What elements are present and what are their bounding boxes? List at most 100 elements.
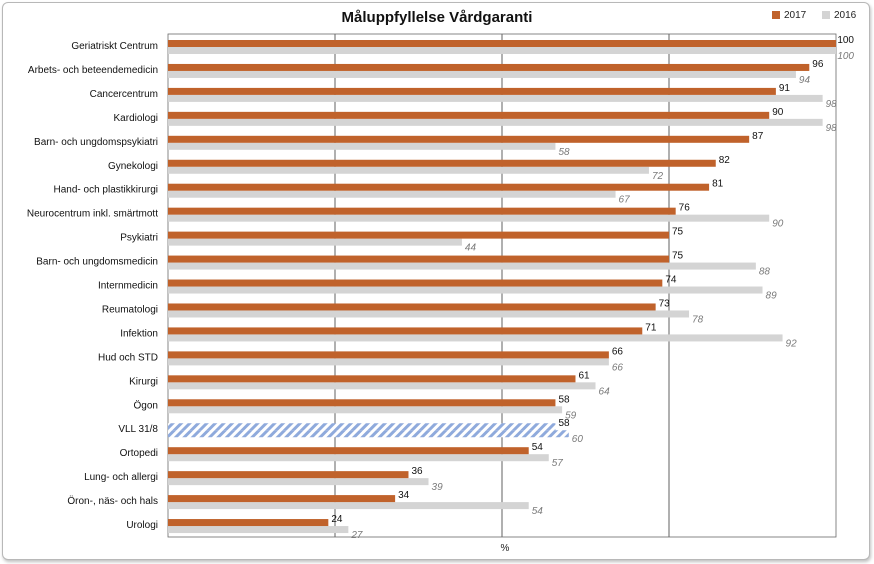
bar-2017-neurocentrum-inkl-smärtmott: [168, 207, 676, 215]
value-2017-urologi: 24: [331, 514, 343, 525]
value-2016-psykiatri: 44: [465, 243, 477, 254]
value-2016-cancercentrum: 98: [826, 99, 838, 110]
category-label-ortopedi: Ortopedi: [120, 448, 158, 459]
category-label-vll-31-8: VLL 31/8: [118, 424, 158, 435]
bar-2016-hud-och-std: [168, 358, 609, 366]
value-2016-lung-och-allergi: 39: [432, 482, 444, 493]
category-label-urologi: Urologi: [126, 520, 158, 531]
bar-2016-arbets-och-beteendemedicin: [168, 70, 796, 78]
bar-2016-geriatriskt-centrum: [168, 47, 836, 54]
bar-2017-lung-och-allergi: [168, 471, 409, 479]
bar-2016-öron-näs-och-hals: [168, 502, 529, 510]
legend-swatch-2016: [822, 11, 830, 19]
bar-2016-urologi: [168, 526, 349, 534]
bar-2017-ögon: [168, 399, 556, 407]
value-2016-neurocentrum-inkl-smärtmott: 90: [772, 219, 784, 230]
value-2017-psykiatri: 75: [672, 227, 684, 238]
value-2017-reumatologi: 73: [659, 298, 671, 309]
category-label-gynekologi: Gynekologi: [108, 161, 158, 172]
value-2016-barn-och-ungdomspsykiatri: 58: [558, 147, 570, 158]
value-2017-ortopedi: 54: [532, 442, 544, 453]
category-label-barn-och-ungdomsmedicin: Barn- och ungdomsmedicin: [36, 257, 158, 268]
bar-2017-barn-och-ungdomsmedicin: [168, 255, 669, 263]
value-2016-internmedicin: 89: [766, 291, 778, 302]
value-2017-öron-näs-och-hals: 34: [398, 490, 410, 501]
bar-2017-barn-och-ungdomspsykiatri: [168, 135, 750, 143]
bar-2016-psykiatri: [168, 238, 462, 246]
labels: Geriatriskt Centrum 100 100 Arbets- och bet…: [27, 35, 855, 541]
category-label-ögon: Ögon: [134, 399, 158, 411]
value-2017-gynekologi: 82: [719, 155, 731, 166]
bar-2016-neurocentrum-inkl-smärtmott: [168, 214, 770, 222]
category-label-kardiologi: Kardiologi: [114, 113, 158, 124]
legend-label-2017: 2017: [784, 10, 807, 21]
value-2016-ortopedi: 57: [552, 458, 564, 469]
bar-2017-ortopedi: [168, 447, 529, 455]
bar-2016-infektion: [168, 334, 783, 342]
legend-swatch-2017: [772, 11, 780, 19]
bar-2016-gynekologi: [168, 166, 649, 174]
chart-title: Måluppfyllelse Vårdgaranti: [341, 9, 533, 26]
value-2016-geriatriskt-centrum: 100: [837, 51, 854, 62]
value-2017-hand-och-plastikkirurgi: 81: [712, 179, 724, 190]
legend-label-2016: 2016: [834, 10, 857, 21]
bar-2017-urologi: [168, 519, 329, 527]
value-2016-ögon: 59: [565, 410, 577, 421]
bar-2017-infektion: [168, 327, 643, 335]
bars: [168, 40, 836, 534]
category-label-reumatologi: Reumatologi: [102, 304, 158, 315]
bar-2017-hud-och-std: [168, 351, 609, 359]
value-2017-kirurgi: 61: [578, 370, 590, 381]
legend-entry-2017: 2017: [772, 10, 806, 21]
bar-2016-ortopedi: [168, 454, 549, 462]
value-2017-geriatriskt-centrum: 100: [837, 35, 854, 46]
value-2016-hud-och-std: 66: [612, 362, 624, 373]
bar-2017-psykiatri: [168, 231, 669, 239]
category-label-lung-och-allergi: Lung- och allergi: [84, 472, 158, 483]
value-2017-barn-och-ungdomsmedicin: 75: [672, 251, 684, 262]
bar-2017-öron-näs-och-hals: [168, 495, 396, 503]
bar-2017-gynekologi: [168, 159, 716, 167]
value-2017-arbets-och-beteendemedicin: 96: [812, 59, 824, 70]
category-label-arbets-och-beteendemedicin: Arbets- och beteendemedicin: [28, 65, 158, 76]
value-2016-öron-näs-och-hals: 54: [532, 506, 544, 517]
value-2016-hand-och-plastikkirurgi: 67: [619, 195, 631, 206]
bar-2017-internmedicin: [168, 279, 663, 287]
category-label-hand-och-plastikkirurgi: Hand- och plastikkirurgi: [54, 185, 159, 196]
value-2016-barn-och-ungdomsmedicin: 88: [759, 267, 771, 278]
value-2017-infektion: 71: [645, 322, 657, 333]
bar-2016-internmedicin: [168, 286, 763, 294]
bar-2017-hand-och-plastikkirurgi: [168, 183, 710, 191]
bar-2016-hand-och-plastikkirurgi: [168, 190, 616, 198]
value-2016-kardiologi: 98: [826, 123, 838, 134]
bar-2016-barn-och-ungdomsmedicin: [168, 262, 756, 270]
bar-2017-geriatriskt-centrum: [168, 40, 836, 47]
value-2017-kardiologi: 90: [772, 107, 784, 118]
category-label-geriatriskt-centrum: Geriatriskt Centrum: [71, 41, 158, 52]
bar-2016-barn-och-ungdomspsykiatri: [168, 142, 556, 150]
bar-2016-ögon: [168, 406, 563, 414]
category-label-öron-näs-och-hals: Öron-, näs- och hals: [67, 495, 158, 507]
value-2017-lung-och-allergi: 36: [411, 466, 423, 477]
value-2016-kirurgi: 64: [599, 386, 611, 397]
bar-2016-kardiologi: [168, 118, 823, 126]
bar-2017-cancercentrum: [168, 87, 776, 95]
category-label-internmedicin: Internmedicin: [98, 281, 158, 292]
value-2016-urologi: 27: [350, 530, 363, 541]
value-2016-vll-31-8: 60: [572, 434, 584, 445]
category-label-kirurgi: Kirurgi: [129, 376, 158, 387]
bar-2016-vll-31-8: [168, 430, 569, 438]
value-2017-ögon: 58: [558, 394, 570, 405]
bar-2017-vll-31-8: [168, 423, 556, 431]
category-label-barn-och-ungdomspsykiatri: Barn- och ungdomspsykiatri: [34, 137, 158, 148]
category-label-cancercentrum: Cancercentrum: [90, 89, 158, 100]
value-2017-hud-och-std: 66: [612, 346, 624, 357]
value-2016-arbets-och-beteendemedicin: 94: [799, 75, 811, 86]
bar-2017-kardiologi: [168, 111, 770, 119]
legend-entry-2016: 2016: [822, 10, 856, 21]
category-label-infektion: Infektion: [120, 328, 158, 339]
value-2017-internmedicin: 74: [665, 275, 677, 286]
bar-2017-arbets-och-beteendemedicin: [168, 63, 810, 71]
value-2016-reumatologi: 78: [692, 314, 704, 325]
